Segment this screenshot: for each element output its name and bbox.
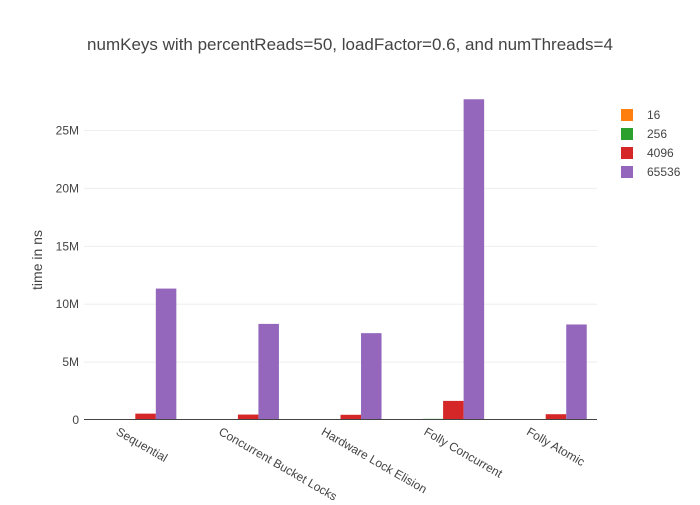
y-axis-ticks: 0 5M 10M 15M 20M 25M <box>56 124 80 427</box>
legend-item-16[interactable]: 16 <box>621 108 661 122</box>
bar-65536-3[interactable] <box>464 99 485 420</box>
y-tick-label: 20M <box>56 181 79 195</box>
x-tick-label: Folly Concurrent <box>422 424 506 480</box>
bars <box>94 99 586 420</box>
legend-swatch <box>621 128 633 140</box>
y-tick-label: 15M <box>56 239 79 253</box>
y-tick-label: 25M <box>56 124 79 138</box>
legend-label: 65536 <box>647 165 681 179</box>
bar-65536-2[interactable] <box>361 333 382 420</box>
y-tick-label: 5M <box>62 355 79 369</box>
legend-swatch <box>621 166 633 178</box>
bar-4096-3[interactable] <box>443 401 464 420</box>
legend-swatch <box>621 109 633 121</box>
y-tick-label: 10M <box>56 297 79 311</box>
bar-65536-4[interactable] <box>566 324 587 420</box>
legend-label: 4096 <box>647 146 674 160</box>
bar-65536-1[interactable] <box>258 324 279 420</box>
legend-item-256[interactable]: 256 <box>621 127 667 141</box>
legend-label: 256 <box>647 127 667 141</box>
y-tick-label: 0 <box>72 413 79 427</box>
legend-item-4096[interactable]: 4096 <box>621 146 674 160</box>
legend-swatch <box>621 147 633 159</box>
chart-title: numKeys with percentReads=50, loadFactor… <box>87 35 613 54</box>
legend-label: 16 <box>647 108 661 122</box>
x-tick-label: Sequential <box>114 424 170 464</box>
legend-item-65536[interactable]: 65536 <box>621 165 681 179</box>
bar-65536-0[interactable] <box>156 289 177 420</box>
x-tick-label: Folly Atomic <box>524 424 587 468</box>
y-axis-title: time in ns <box>29 230 45 290</box>
x-tick-label: Hardware Lock Elision <box>319 424 429 496</box>
legend[interactable]: 16 256 4096 65536 <box>621 108 681 179</box>
